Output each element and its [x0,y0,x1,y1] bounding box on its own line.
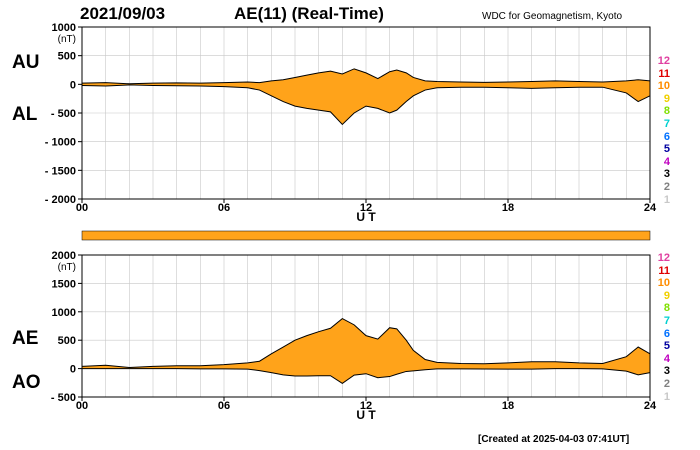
legend-station-4: 4 [663,352,670,365]
legend-station-10: 10 [657,277,670,290]
legend-station-7: 7 [663,117,670,130]
legend-station-2: 2 [663,180,670,193]
legend-station-8: 8 [663,105,670,118]
station-legend-bottom: 12 11 10 9 8 7 6 5 4 3 2 1 [650,252,670,403]
y-unit-label: (nT) [58,262,76,273]
y-tick-label: - 500 [51,108,76,120]
series-line-al [81,84,651,126]
y-unit-label: (nT) [58,34,76,45]
x-axis-label: U T [356,408,376,422]
legend-station-12: 12 [657,252,670,264]
y-tick-label: - 2000 [45,194,76,206]
y-tick-label: 1000 [52,22,76,34]
y-tick-label: 1500 [52,278,76,290]
y-tick-label: 500 [58,51,76,63]
legend-station-3: 3 [663,168,670,181]
legend-station-6: 6 [663,130,670,143]
legend-station-1: 1 [663,193,670,206]
y-tick-label: 2000 [52,250,76,262]
legend-station-1: 1 [663,390,670,403]
y-tick-label: - 500 [51,392,76,404]
al-label: AL [12,104,38,125]
legend-station-5: 5 [663,340,670,353]
legend-station-9: 9 [663,92,670,105]
legend-station-5: 5 [663,143,670,156]
y-tick-label: - 1000 [45,137,76,149]
legend-station-7: 7 [663,314,670,327]
x-tick-label: 00 [76,400,88,412]
x-tick-label: 12 [360,400,372,412]
legend-station-2: 2 [663,377,670,390]
y-tick-label: 500 [58,335,76,347]
chart-date: 2021/09/03 [80,4,166,23]
ao-label: AO [12,372,41,393]
ae-label: AE [12,328,39,349]
series-line-ao [82,368,651,384]
station-legend-top: 12 11 10 9 8 7 6 5 4 3 2 1 [650,55,670,206]
legend-station-10: 10 [657,80,670,93]
x-tick-label: 18 [502,202,514,214]
legend-station-12: 12 [657,55,670,67]
x-tick-label: 12 [360,202,372,214]
band-area [82,318,650,384]
chart-title: AE(11) (Real-Time) [234,4,384,23]
legend-station-9: 9 [663,289,670,302]
y-tick-label: 0 [70,79,76,91]
series-line-au [81,68,651,85]
x-tick-label: 06 [218,400,230,412]
legend-station-11: 11 [658,264,670,277]
x-tick-label: 06 [218,202,230,214]
y-tick-label: - 1500 [45,165,76,177]
au-label: AU [12,52,40,73]
data-coverage-bar [81,230,651,241]
x-tick-label: 18 [502,400,514,412]
x-axis-label: U T [356,210,376,224]
x-tick-label: 24 [644,202,657,214]
data-source: WDC for Geomagnetism, Kyoto [482,11,623,22]
x-tick-label: 00 [76,202,88,214]
y-tick-label: 1000 [52,307,76,319]
series-line-ae [81,318,651,368]
x-tick-label: 24 [644,400,657,412]
legend-station-4: 4 [663,155,670,168]
legend-station-3: 3 [663,365,670,378]
legend-station-11: 11 [658,67,670,80]
y-tick-label: 0 [70,364,76,376]
created-timestamp: [Created at 2025-04-03 07:41UT] [478,434,630,445]
legend-station-8: 8 [663,302,670,315]
legend-station-6: 6 [663,327,670,340]
